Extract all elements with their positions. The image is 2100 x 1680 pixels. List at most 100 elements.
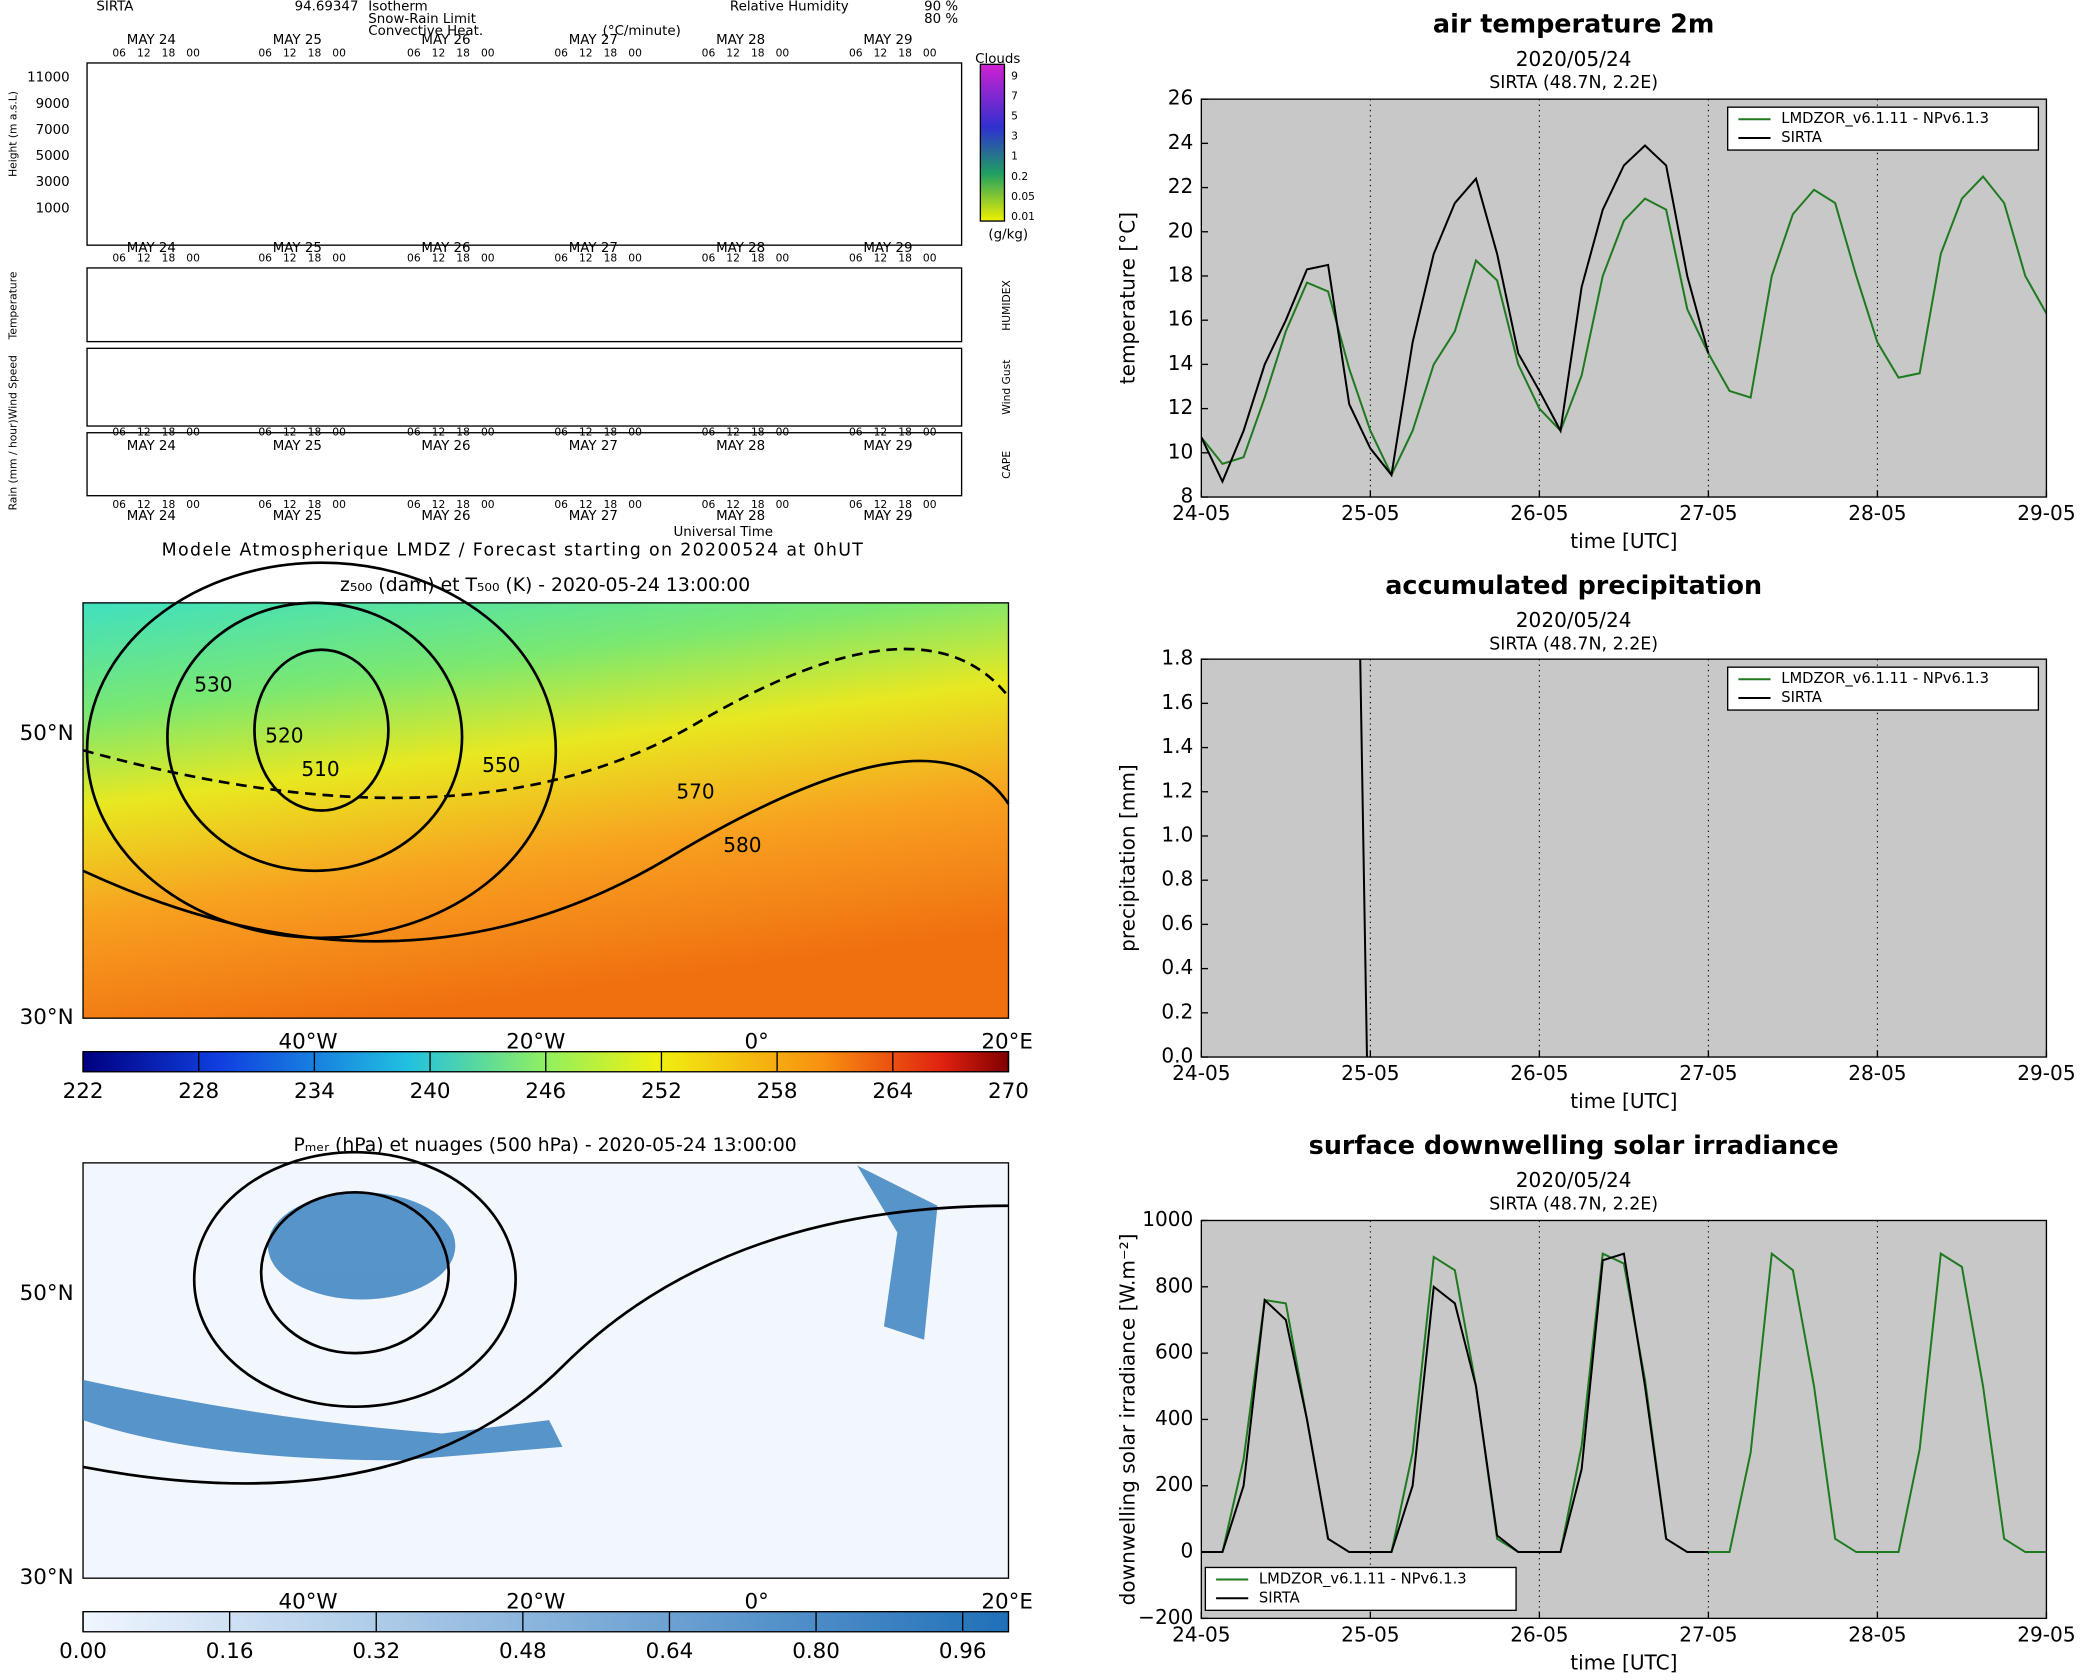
hour-label: 18 bbox=[604, 252, 618, 265]
hour-label: 18 bbox=[308, 498, 322, 511]
y-tick-label: 1.8 bbox=[1161, 646, 1193, 670]
day-label: MAY 26 bbox=[421, 241, 470, 256]
hour-label: 06 bbox=[112, 426, 126, 439]
line bbox=[1201, 1252, 1709, 1554]
x-tick-label: 27-05 bbox=[1679, 501, 1737, 525]
y-tick-label: 10 bbox=[1168, 439, 1194, 463]
plot-area bbox=[1201, 1220, 2047, 1619]
hour-label: 00 bbox=[481, 252, 495, 265]
hour-label: 18 bbox=[604, 47, 618, 60]
hour-label: 18 bbox=[456, 252, 470, 265]
lon-label: 20°W bbox=[506, 1589, 565, 1614]
hour-label: 18 bbox=[308, 426, 322, 439]
cloud-tick: 1 bbox=[1011, 150, 1018, 163]
hour-label: 00 bbox=[776, 498, 790, 511]
chart-title: air temperature 2m bbox=[1433, 9, 1714, 39]
hour-label: 12 bbox=[137, 47, 151, 60]
hour-label: 12 bbox=[874, 47, 888, 60]
line bbox=[1201, 144, 1710, 485]
cloud-tick: 0.01 bbox=[1011, 210, 1035, 223]
colorbar-label: 0.48 bbox=[499, 1639, 547, 1664]
day-label: MAY 25 bbox=[273, 509, 322, 524]
day-label: MAY 26 bbox=[421, 439, 470, 454]
plot-frame bbox=[1200, 1219, 2048, 1620]
contour-label: 530 bbox=[194, 672, 232, 696]
chart-location: SIRTA (48.7N, 2.2E) bbox=[1489, 1194, 1658, 1214]
hour-label: 06 bbox=[702, 47, 716, 60]
y-tick-label: 1000 bbox=[1142, 1207, 1193, 1231]
colorbar-label: 0.96 bbox=[939, 1639, 987, 1664]
hour-label: 18 bbox=[456, 47, 470, 60]
hour-label: 12 bbox=[432, 426, 446, 439]
height-tick: 5000 bbox=[36, 149, 70, 164]
day-label: MAY 29 bbox=[863, 439, 912, 454]
hour-label: 06 bbox=[407, 498, 421, 511]
hour-label: 00 bbox=[923, 498, 937, 511]
y-axis-label: downwelling solar irradiance [W.m⁻²] bbox=[1116, 1234, 1140, 1606]
hour-label: 12 bbox=[432, 47, 446, 60]
x-axis-label: time [UTC] bbox=[1570, 1650, 1677, 1674]
rain-panel bbox=[86, 432, 963, 497]
hour-label: 18 bbox=[456, 426, 470, 439]
colorbar-label: 246 bbox=[525, 1079, 566, 1104]
hour-label: 12 bbox=[432, 498, 446, 511]
y-tick-label: 26 bbox=[1168, 86, 1194, 110]
meteogram bbox=[86, 62, 1006, 497]
day-label: MAY 25 bbox=[273, 33, 322, 48]
plot-area bbox=[1201, 659, 2047, 1058]
panel-label: Wind Speed bbox=[6, 355, 19, 419]
day-label: MAY 24 bbox=[127, 439, 176, 454]
hour-label: 12 bbox=[726, 426, 740, 439]
hour-label: 12 bbox=[283, 47, 297, 60]
hour-label: 18 bbox=[604, 426, 618, 439]
hour-label: 00 bbox=[776, 426, 790, 439]
hour-label: 06 bbox=[702, 252, 716, 265]
hour-label: 06 bbox=[849, 498, 863, 511]
footer: Modele Atmospherique LMDZ / Forecast sta… bbox=[162, 541, 865, 561]
lon-label: 20°E bbox=[981, 1589, 1033, 1614]
y-tick-label: 600 bbox=[1155, 1340, 1193, 1364]
hour-label: 00 bbox=[186, 426, 200, 439]
day-label: MAY 27 bbox=[569, 241, 618, 256]
line bbox=[1201, 174, 2047, 478]
map-title: Pₘₑᵣ (hPa) et nuages (500 hPa) - 2020-05… bbox=[293, 1135, 796, 1156]
chart-subtitle: 2020/05/24 bbox=[1516, 608, 1632, 632]
hour-label: 00 bbox=[332, 252, 346, 265]
x-tick-label: 24-05 bbox=[1172, 1061, 1230, 1085]
hour-label: 00 bbox=[628, 47, 642, 60]
lon-label: 40°W bbox=[278, 1029, 337, 1054]
y-tick-label: 0.0 bbox=[1161, 1044, 1193, 1068]
y-tick-label: 16 bbox=[1168, 307, 1194, 331]
hour-label: 00 bbox=[481, 426, 495, 439]
hour-label: 18 bbox=[162, 426, 176, 439]
y-tick-label: 24 bbox=[1168, 130, 1194, 154]
height-tick: 7000 bbox=[36, 123, 70, 138]
hour-label: 00 bbox=[186, 498, 200, 511]
y-tick-label: 200 bbox=[1155, 1472, 1193, 1496]
hour-label: 12 bbox=[579, 498, 593, 511]
colorbar-label: 240 bbox=[410, 1079, 451, 1104]
legend-label: SIRTA bbox=[1781, 689, 1822, 706]
x-tick-label: 29-05 bbox=[2017, 1622, 2075, 1646]
hour-label: 18 bbox=[308, 47, 322, 60]
hour-label: 06 bbox=[407, 47, 421, 60]
x-tick-label: 25-05 bbox=[1341, 1622, 1399, 1646]
y-axis-label: temperature [°C] bbox=[1116, 212, 1140, 384]
y-tick-label: 1.2 bbox=[1161, 778, 1193, 802]
contour-label: 580 bbox=[723, 833, 761, 857]
cloud-tick: 3 bbox=[1011, 130, 1018, 143]
hour-label: 00 bbox=[776, 252, 790, 265]
hour-label: 00 bbox=[923, 426, 937, 439]
lon-label: 0° bbox=[745, 1589, 769, 1614]
chart-location: SIRTA (48.7N, 2.2E) bbox=[1489, 73, 1658, 93]
legend-label: LMDZOR_v6.1.11 - NPv6.1.3 bbox=[1259, 1571, 1467, 1588]
height-tick: 3000 bbox=[36, 175, 70, 190]
colorbar-label: 252 bbox=[641, 1079, 682, 1104]
hour-label: 06 bbox=[554, 498, 568, 511]
hour-label: 00 bbox=[923, 252, 937, 265]
day-label: MAY 24 bbox=[127, 33, 176, 48]
clouds-title: Clouds bbox=[975, 52, 1020, 67]
contour-label: 570 bbox=[676, 780, 714, 804]
hour-label: 12 bbox=[579, 426, 593, 439]
